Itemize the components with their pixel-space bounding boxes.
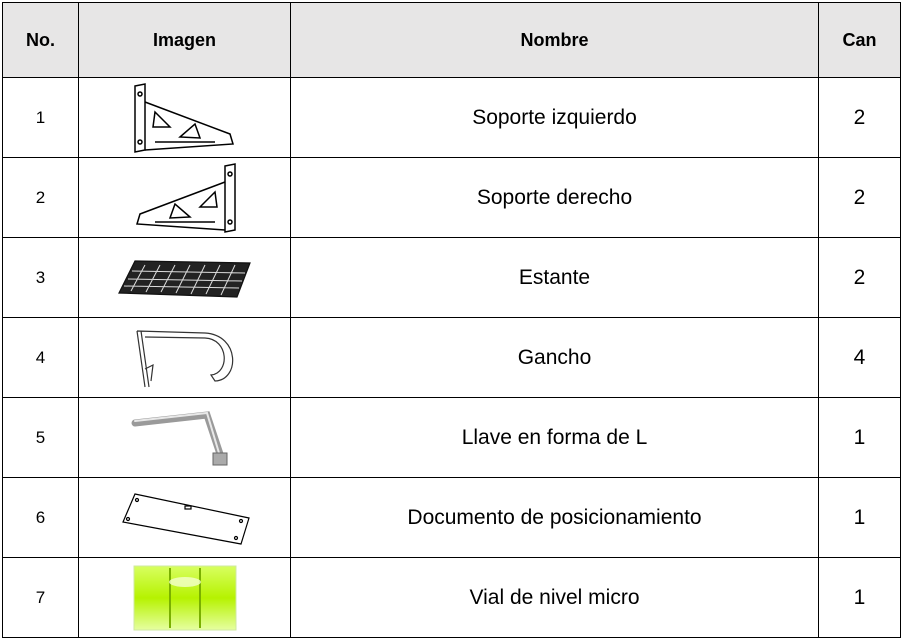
image-cell bbox=[78, 77, 291, 158]
positioning-plate-icon bbox=[121, 492, 250, 545]
level-vial-icon bbox=[133, 565, 236, 630]
l-wrench-icon bbox=[131, 410, 227, 465]
name-cell: Estante bbox=[290, 237, 819, 318]
image-cell bbox=[78, 237, 291, 318]
row: 6 Documento de posicionamiento 1 bbox=[2, 477, 901, 558]
name-cell: Documento de posicionamiento bbox=[290, 477, 819, 558]
image-cell bbox=[78, 317, 291, 398]
no-cell: 3 bbox=[2, 237, 79, 318]
image-cell bbox=[78, 477, 291, 558]
no-cell: 6 bbox=[2, 477, 79, 558]
qty-cell: 4 bbox=[818, 317, 901, 398]
row: 1 Soporte izquierdo 2 bbox=[2, 77, 901, 158]
name-cell: Gancho bbox=[290, 317, 819, 398]
no-cell: 7 bbox=[2, 557, 79, 638]
qty-cell: 2 bbox=[818, 157, 901, 238]
row: 5 Llave en forma de L 1 bbox=[2, 397, 901, 478]
qty-cell: 1 bbox=[818, 477, 901, 558]
qty-cell: 2 bbox=[818, 77, 901, 158]
qty-cell: 1 bbox=[818, 397, 901, 478]
image-cell bbox=[78, 557, 291, 638]
hook-icon bbox=[135, 329, 233, 387]
qty-cell: 1 bbox=[818, 557, 901, 638]
no-cell: 2 bbox=[2, 157, 79, 238]
name-cell: Vial de nivel micro bbox=[290, 557, 819, 638]
right-bracket-icon bbox=[135, 162, 236, 233]
no-cell: 5 bbox=[2, 397, 79, 478]
left-bracket-icon bbox=[133, 82, 234, 153]
name-cell: Llave en forma de L bbox=[290, 397, 819, 478]
name-cell: Soporte izquierdo bbox=[290, 77, 819, 158]
image-cell bbox=[78, 157, 291, 238]
header-cell: Nombre bbox=[290, 2, 819, 78]
no-cell: 4 bbox=[2, 317, 79, 398]
header-cell: No. bbox=[2, 2, 79, 78]
image-cell bbox=[78, 397, 291, 478]
header-cell: Can bbox=[818, 2, 901, 78]
row: 7 Vial de nivel micro 1 bbox=[2, 557, 901, 638]
no-cell: 1 bbox=[2, 77, 79, 158]
row: 4 Gancho 4 bbox=[2, 317, 901, 398]
qty-cell: 2 bbox=[818, 237, 901, 318]
name-cell: Soporte derecho bbox=[290, 157, 819, 238]
header-row: No. Imagen Nombre Can bbox=[2, 2, 901, 78]
shelf-icon bbox=[117, 259, 251, 298]
row: 3 Estante 2 bbox=[2, 237, 901, 318]
header-cell: Imagen bbox=[78, 2, 291, 78]
row: 2 Soporte derecho 2 bbox=[2, 157, 901, 238]
